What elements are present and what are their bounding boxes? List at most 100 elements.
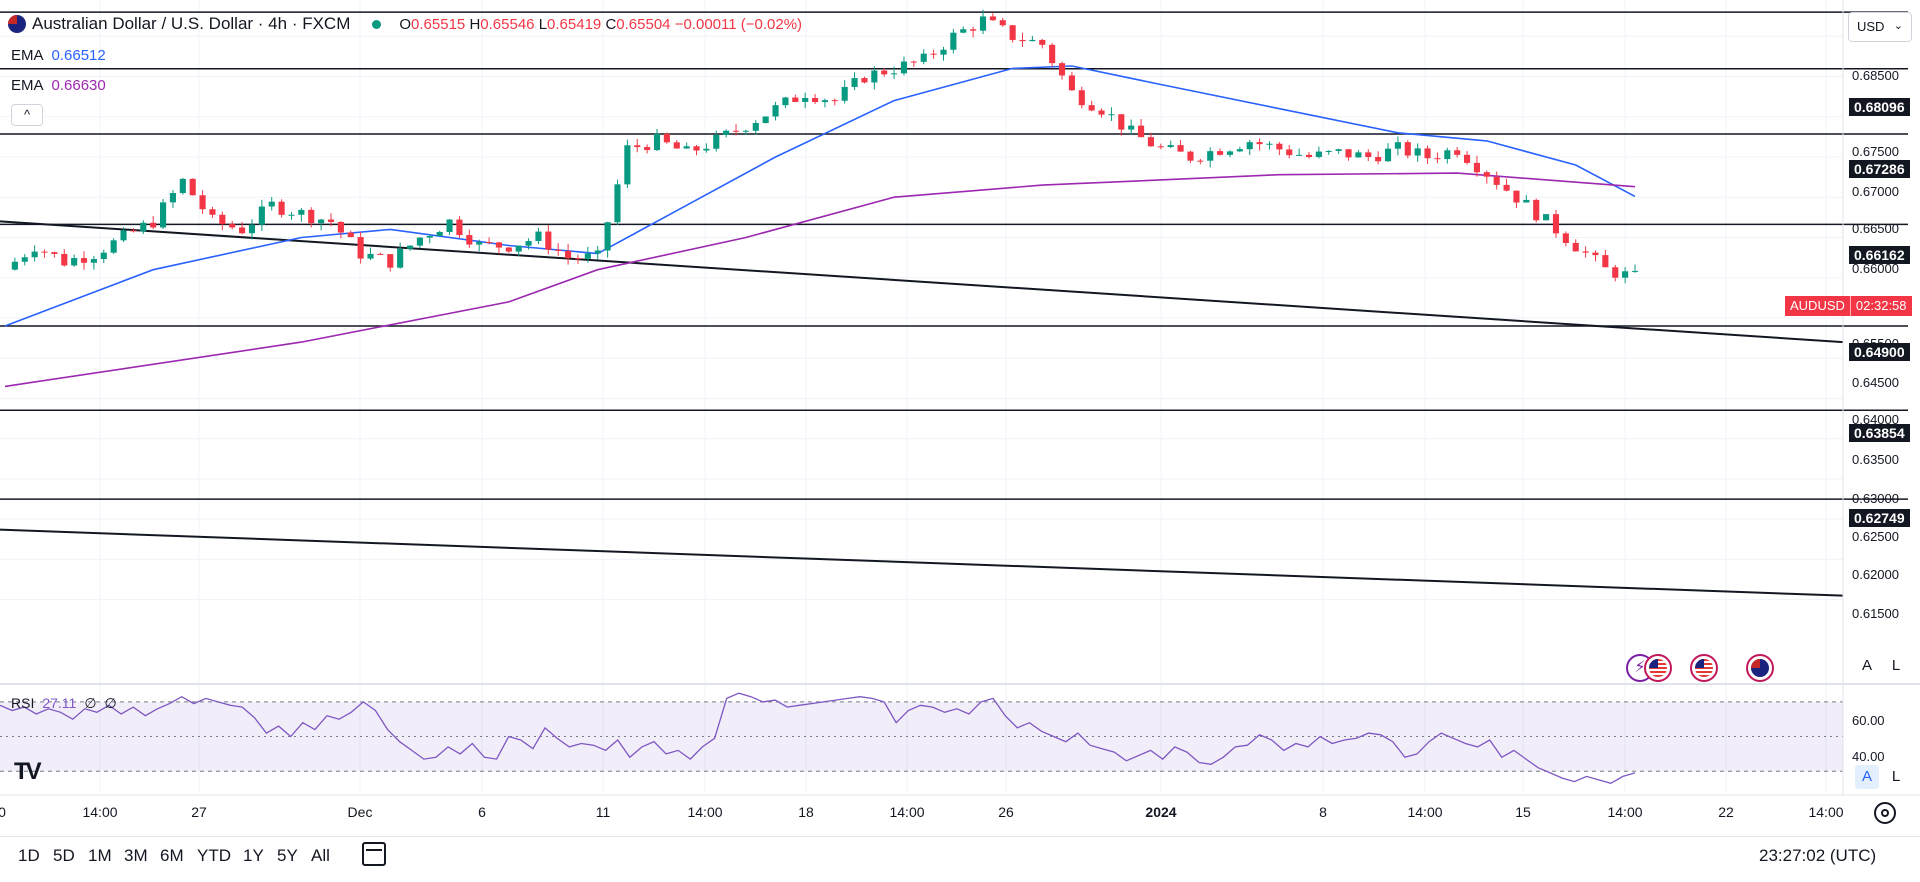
candle-body	[1108, 114, 1115, 116]
go-to-date-calendar-icon[interactable]	[362, 842, 386, 866]
candle-body	[327, 219, 335, 222]
price-tick: 0.64000	[1852, 412, 1899, 427]
candle-body	[71, 258, 78, 266]
ohlc-open-key: O	[399, 15, 412, 33]
horizontal-levels	[0, 11, 1908, 500]
candle-body	[1058, 63, 1066, 76]
auto-scale-button[interactable]: A	[1861, 657, 1872, 674]
candle-body	[653, 133, 661, 151]
candle-body	[1562, 233, 1569, 243]
candle-body	[1019, 39, 1026, 42]
candle-body	[1523, 199, 1530, 203]
candle-body	[1622, 271, 1629, 278]
candle-body	[495, 242, 503, 248]
candle-body	[1404, 142, 1411, 156]
candle-body	[762, 116, 769, 124]
candle-body	[1503, 184, 1510, 191]
candle-body	[1296, 154, 1303, 156]
candle-body	[239, 227, 246, 234]
candle-body	[861, 78, 868, 83]
candle-body	[308, 209, 315, 224]
currency-selector[interactable]: USD ⌄	[1848, 12, 1912, 42]
collapse-legend-button[interactable]: ^	[11, 104, 43, 126]
candle-body	[663, 133, 670, 143]
market-open-icon	[372, 19, 382, 29]
candle-body	[397, 248, 404, 268]
candle-body	[1217, 151, 1224, 155]
candle-body	[1631, 270, 1639, 272]
price-tick: 0.61500	[1852, 606, 1899, 621]
price-tick: 0.66000	[1852, 261, 1899, 276]
range-button-1y[interactable]: 1Y	[243, 846, 264, 865]
symbol-title[interactable]: Australian Dollar / U.S. Dollar · 4h · F…	[32, 14, 351, 33]
rsi-band	[0, 701, 1843, 772]
us-event-icon[interactable]	[1644, 654, 1672, 682]
candle-body	[979, 16, 987, 31]
settings-gear-icon[interactable]	[1874, 802, 1896, 824]
level-label: 0.66162	[1849, 246, 1910, 264]
candle-body	[387, 254, 394, 268]
candle-body	[535, 231, 542, 242]
candle-body	[1118, 114, 1125, 130]
time-tick: 14:00	[1407, 804, 1443, 820]
rsi-legend[interactable]: RSI 27.11 ∅ ∅	[11, 695, 117, 712]
trendline	[0, 528, 1844, 597]
range-button-1m[interactable]: 1M	[88, 846, 112, 865]
candle-body	[485, 242, 493, 244]
utc-clock[interactable]: 23:27:02 (UTC)	[1759, 846, 1877, 865]
price-tick: 0.66500	[1852, 221, 1899, 236]
candle-body	[1276, 143, 1283, 150]
candle-body	[1147, 137, 1155, 147]
range-button-5d[interactable]: 5D	[53, 846, 75, 865]
time-tick: 22	[1718, 804, 1734, 820]
rsi-log-scale-button[interactable]: L	[1891, 768, 1901, 785]
range-button-1d[interactable]: 1D	[18, 846, 40, 865]
candle-body	[545, 231, 552, 250]
log-scale-button[interactable]: L	[1891, 657, 1901, 674]
candle-body	[1543, 214, 1550, 221]
rsi-extra-1: ∅	[84, 695, 97, 711]
candle-body	[811, 97, 819, 103]
range-button-ytd[interactable]: YTD	[197, 846, 231, 865]
candle-body	[881, 70, 888, 75]
tradingview-logo[interactable]: TV	[14, 758, 42, 785]
bar-countdown: 02:32:58	[1849, 296, 1912, 316]
us-event-icon[interactable]	[1690, 654, 1718, 682]
candle-body	[179, 178, 186, 194]
range-button-5y[interactable]: 5Y	[277, 846, 298, 865]
candle-body	[416, 237, 423, 246]
candle-body	[891, 73, 898, 75]
candle-body	[565, 250, 572, 259]
rsi-auto-scale-button[interactable]: A	[1855, 765, 1879, 789]
price-tick: 0.63500	[1852, 452, 1899, 467]
time-tick: 0	[0, 804, 6, 820]
time-tick: 14:00	[1607, 804, 1643, 820]
range-button-3m[interactable]: 3M	[124, 846, 148, 865]
time-tick: 6	[478, 804, 486, 820]
range-button-all[interactable]: All	[311, 846, 330, 865]
candle-body	[1552, 214, 1560, 234]
candle-body	[525, 241, 532, 246]
chart-canvas[interactable]	[0, 0, 1920, 836]
candle-body	[673, 142, 680, 149]
candle-body	[693, 146, 700, 151]
rsi-line	[0, 692, 1636, 784]
range-button-6m[interactable]: 6M	[160, 846, 184, 865]
au-event-icon[interactable]	[1746, 654, 1774, 682]
ema-slow-legend[interactable]: EMA 0.66630	[11, 77, 106, 94]
candle-body	[1236, 149, 1243, 152]
time-tick-year: 2024	[1145, 804, 1177, 820]
candle-body	[732, 130, 740, 132]
candle-body	[1088, 105, 1095, 111]
candle-body	[21, 257, 28, 262]
candle-body	[61, 253, 68, 266]
candle-body	[910, 61, 917, 63]
ema-fast-legend[interactable]: EMA 0.66512	[11, 47, 106, 64]
candle-body	[41, 251, 48, 253]
candle-body	[821, 100, 829, 103]
chevron-up-icon: ^	[23, 107, 31, 122]
candle-body	[1454, 150, 1461, 155]
candle-body	[1167, 145, 1174, 148]
candle-body	[278, 201, 285, 215]
candle-body	[169, 193, 177, 203]
